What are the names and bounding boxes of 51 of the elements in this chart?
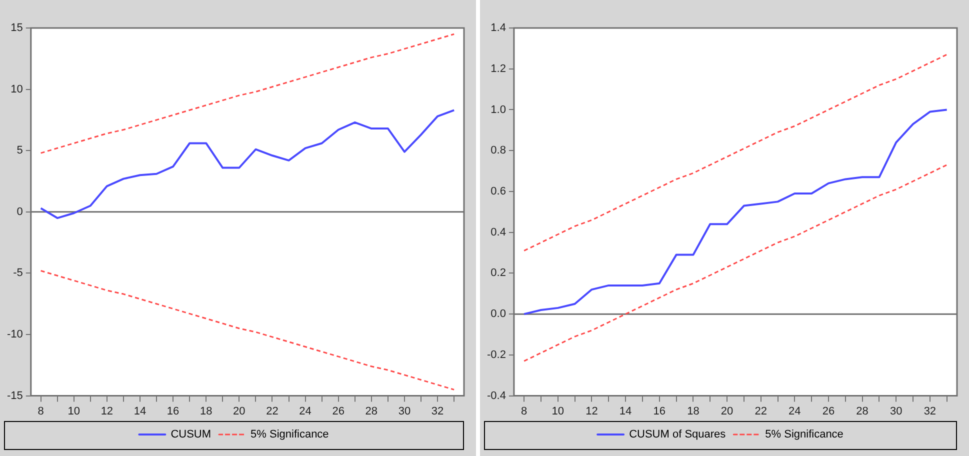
x-tick-label: 8 [521,405,528,418]
x-tick-label: 22 [266,405,278,418]
y-tick-label: 0.8 [490,144,506,157]
legend-label: CUSUM of Squares [629,428,726,441]
x-tick-label: 10 [68,405,80,418]
legend-label: CUSUM [170,428,212,441]
y-tick-label: 1.2 [490,62,506,75]
x-tick-label: 32 [924,405,936,418]
line-series [523,54,948,252]
y-tick-label: -5 [13,267,23,280]
y-tick-label: -15 [6,390,23,402]
x-tick-label: 12 [586,405,598,418]
x-tick-label: 20 [720,405,734,418]
legend-label: 5% Significance [250,428,329,441]
y-tick-label: 0.6 [490,186,506,198]
x-tick-label: 16 [166,405,180,418]
x-tick-label: 30 [398,405,411,418]
y-tick-label: 0.4 [490,226,506,238]
x-tick-label: 10 [552,405,564,418]
line-series [40,33,455,154]
y-tick-label: 5 [16,144,23,157]
y-tick-label: 1.4 [490,22,506,34]
x-tick-label: 26 [332,405,344,418]
legend-label: 5% Significance [765,428,844,441]
x-tick-label: 12 [100,405,114,418]
y-tick-label: -0.4 [486,390,506,402]
x-tick-label: 14 [134,405,146,418]
x-tick-label: 24 [299,405,312,418]
x-tick-label: 16 [653,405,666,418]
x-tick-label: 18 [200,405,212,418]
x-tick-label: 20 [233,405,246,418]
x-tick-label: 24 [788,405,801,418]
x-tick-label: 18 [687,405,700,418]
y-tick-label: -10 [6,328,23,341]
y-tick-label: 15 [10,22,23,34]
x-tick-label: 30 [890,405,902,418]
y-tick-label: 0 [16,206,23,218]
x-tick-label: 32 [431,405,444,418]
y-tick-label: -0.2 [486,348,506,361]
y-tick-label: 0.2 [490,267,506,280]
y-tick-label: 0.0 [490,308,506,320]
x-tick-label: 28 [365,405,378,418]
x-tick-label: 8 [38,405,44,418]
line-series [523,164,948,362]
x-tick-label: 26 [822,405,835,418]
x-tick-label: 22 [754,405,767,418]
y-tick-label: 10 [10,83,23,96]
x-tick-label: 14 [619,405,632,418]
line-series [40,270,455,390]
y-tick-label: 1.0 [490,104,506,116]
x-tick-label: 28 [856,405,868,418]
